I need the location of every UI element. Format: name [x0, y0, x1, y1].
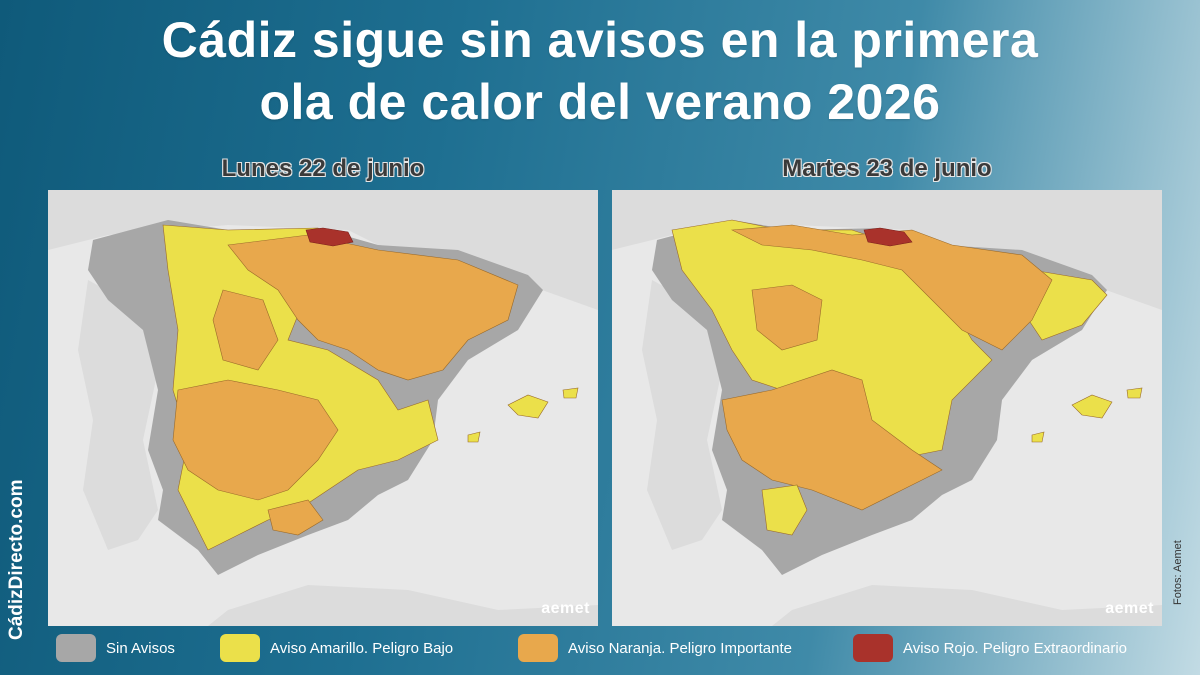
africa-land	[208, 585, 598, 626]
spain-map-svg	[612, 190, 1162, 626]
legend-item-naranja: Aviso Naranja. Peligro Importante	[518, 632, 792, 664]
legend-swatch	[220, 634, 260, 662]
legend-item-rojo: Aviso Rojo. Peligro Extraordinario	[853, 632, 1127, 664]
portugal-land	[642, 280, 722, 550]
neighbor-land	[48, 190, 598, 310]
orange-zone	[227, 234, 519, 381]
balearic-islands	[1031, 387, 1143, 443]
headline-line-2: ola de calor del verano 2026	[259, 74, 941, 130]
brand-logo: CádizDirecto.com	[6, 479, 27, 640]
legend-item-sin-avisos: Sin Avisos	[56, 632, 175, 664]
aemet-logo: aemet	[1105, 600, 1154, 617]
warning-map-monday: aemet	[48, 190, 598, 626]
legend-label: Aviso Naranja. Peligro Importante	[568, 639, 793, 657]
orange-zone-west	[751, 284, 823, 351]
orange-zone-center	[172, 379, 339, 501]
legend-label: Sin Avisos	[106, 639, 175, 657]
orange-zone-southwest	[721, 369, 943, 511]
legend-item-amarillo: Aviso Amarillo. Peligro Bajo	[220, 632, 453, 664]
legend-swatch	[56, 634, 96, 662]
yellow-zone-south	[761, 484, 808, 536]
neighbor-land	[612, 190, 1162, 310]
red-zone	[863, 227, 913, 247]
photo-credit: Fotos: Aemet	[1172, 540, 1184, 605]
map-date-right: Martes 23 de junio	[782, 155, 992, 182]
legend-swatch	[853, 634, 893, 662]
legend-swatch	[518, 634, 558, 662]
orange-zone-south	[267, 499, 324, 536]
africa-land	[772, 585, 1162, 626]
headline-line-1: Cádiz sigue sin avisos en la primera	[161, 12, 1039, 68]
legend-label: Aviso Rojo. Peligro Extraordinario	[903, 639, 1127, 657]
portugal-land	[78, 280, 158, 550]
balearic-islands	[467, 387, 579, 443]
spain-map-svg	[48, 190, 598, 626]
map-date-left: Lunes 22 de junio	[221, 155, 425, 182]
legend-label: Aviso Amarillo. Peligro Bajo	[270, 639, 454, 657]
warning-map-tuesday: aemet	[612, 190, 1162, 626]
red-zone	[305, 227, 354, 247]
orange-zone-west	[212, 289, 279, 371]
aemet-logo: aemet	[541, 600, 590, 617]
